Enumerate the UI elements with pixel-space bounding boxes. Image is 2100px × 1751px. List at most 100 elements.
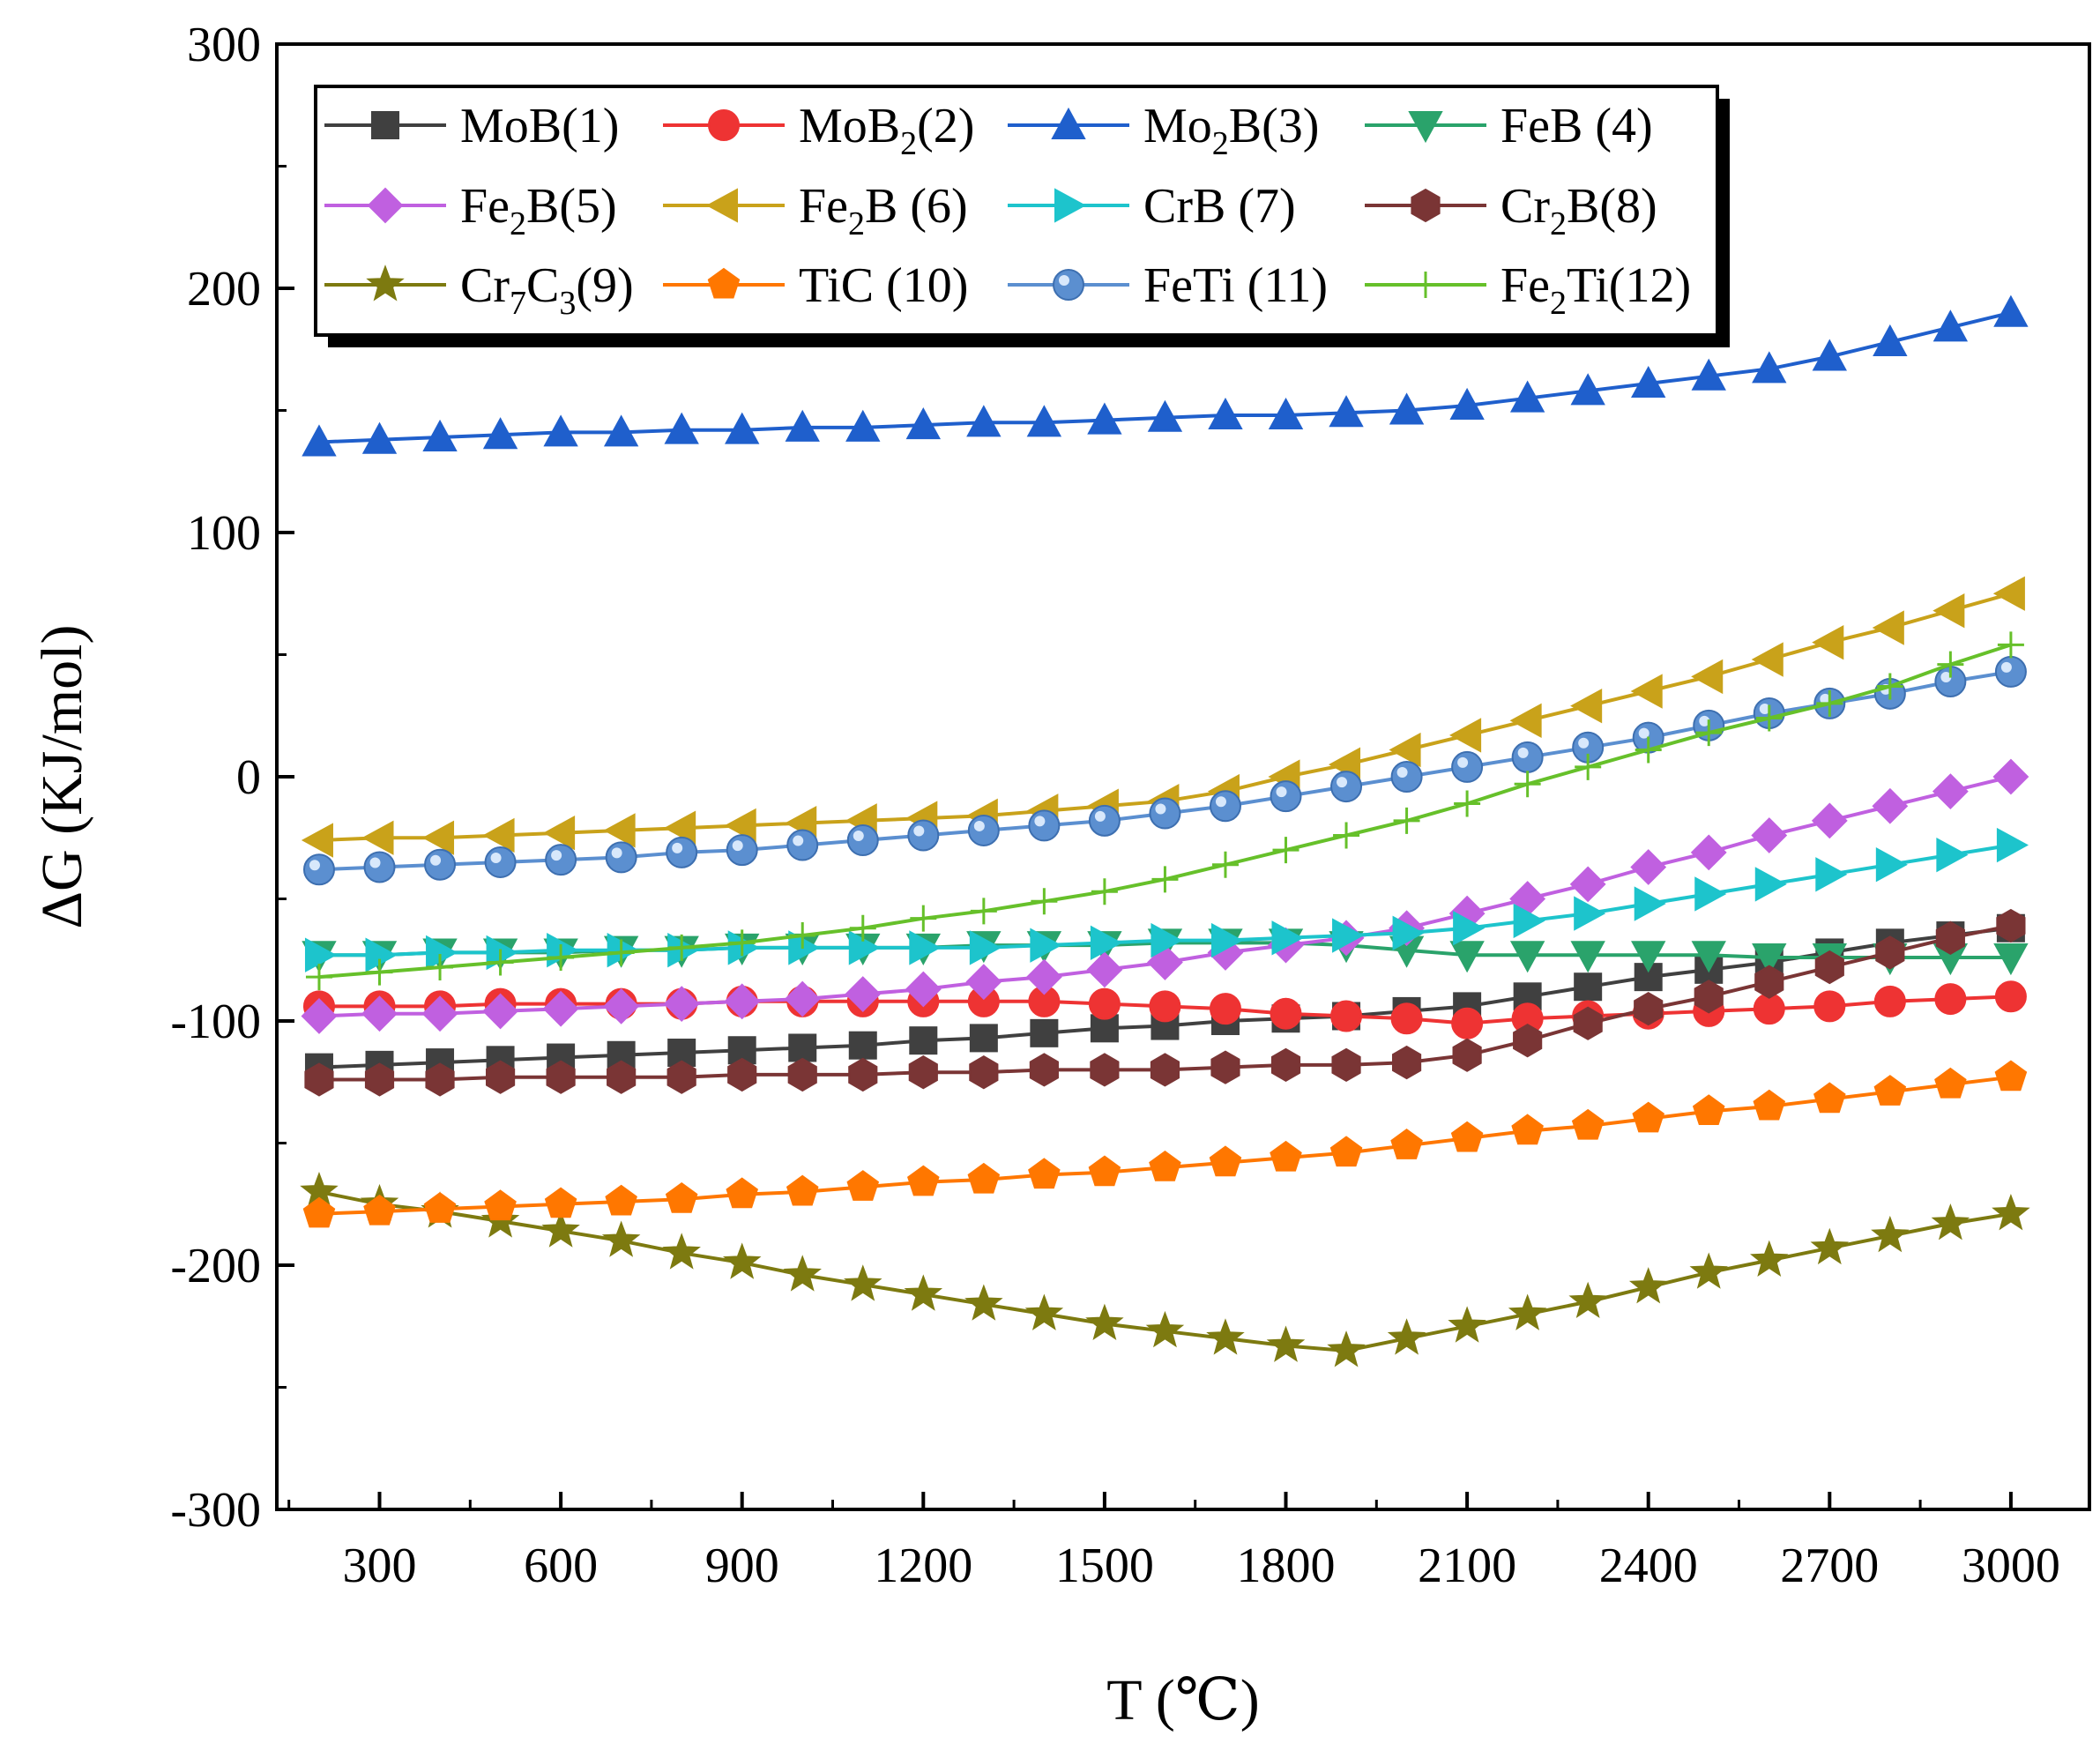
legend-marker-fe2b5 [367,187,404,224]
data-point-fe2b6 [301,823,333,858]
data-point-fe2b5 [663,986,700,1023]
data-point-feti [907,819,940,852]
data-point-feb [1752,943,1787,976]
x-tick-label: 2400 [1599,1539,1698,1593]
data-point-feti-highlight [1276,786,1287,798]
legend-label-fe2b6: Fe2B (6) [799,179,968,242]
data-point-feti [1330,771,1363,803]
data-point-mob2 [1330,1000,1363,1032]
data-point-fe2b6 [1872,610,1904,645]
data-point-fe2b6 [361,820,394,855]
y-tick-label: 0 [236,750,261,805]
data-point-crb [1574,896,1606,931]
data-point-feti-highlight [309,860,320,871]
data-point-cr2b [546,1060,576,1094]
data-point-cr7c3 [1992,1193,2030,1231]
data-point-feti [545,844,577,876]
data-point-feb [1570,941,1605,973]
data-point-cr7c3 [1327,1330,1366,1367]
data-point-cr7c3 [1085,1303,1124,1340]
data-point-fe2b6 [1751,642,1784,677]
x-tick-label: 1800 [1237,1539,1336,1593]
data-point-feti [605,841,637,874]
data-point-fe2ti [910,905,937,932]
data-point-mob2 [1934,983,1967,1016]
data-point-cr7c3 [1448,1306,1486,1343]
data-point-feti [1270,780,1302,813]
legend-entry-fe2b5: Fe2B(5) [324,179,617,242]
x-tick-label: 2100 [1418,1539,1516,1593]
data-point-fe2b6 [1570,688,1603,724]
x-tick-label: 1200 [874,1539,972,1593]
data-point-cr2b [1210,1050,1240,1084]
data-point-mo2b [1691,358,1726,391]
data-point-fe2ti [1514,771,1541,798]
data-point-fe2b6 [664,810,696,846]
data-point-cr2b [787,1057,817,1092]
y-tick-label: 200 [187,262,261,317]
data-point-crb [1332,918,1365,953]
data-point-feti-highlight [490,852,502,863]
data-point-mob [1574,972,1603,1002]
data-point-cr7c3 [1931,1203,1970,1241]
data-point-crb [969,930,1002,965]
data-point-fe2b6 [1812,624,1844,660]
data-point-feti [1451,750,1484,783]
data-point-mo2b [1812,339,1847,371]
data-point-fe2ti [487,949,514,976]
data-point-mo2b [482,417,518,450]
data-point-fe2b5 [482,993,518,1030]
data-point-fe2b6 [421,820,455,855]
data-point-fe2b5 [724,983,761,1020]
data-point-fe2b6 [1449,718,1482,753]
data-point-cr7c3 [1266,1325,1306,1362]
legend: MoB(1) MoB2(2) Mo2B(3) FeB (4) Fe2B(5) Fe2B (… [314,85,1730,347]
data-point-cr2b [848,1057,878,1092]
data-point-fe2b5 [1690,834,1727,871]
data-point-fe2b6 [1932,592,1965,629]
data-point-crb [1453,911,1486,946]
legend-marker-crb [1054,188,1087,223]
data-point-fe2b5 [1025,958,1062,995]
data-point-feti-highlight [1034,816,1046,827]
data-point-crb [1513,903,1545,939]
x-tick-label: 300 [343,1539,417,1593]
data-point-tic [907,1165,940,1196]
data-point-feb [1691,941,1726,973]
data-point-feti-highlight [1457,756,1469,768]
data-point-cr7c3 [1689,1252,1728,1289]
data-point-fe2b5 [421,995,458,1032]
legend-marker-cr7c3 [366,265,405,302]
data-point-mo2b [1932,309,1969,342]
legend-marker-cr2b [1411,188,1441,223]
data-point-mob2 [1088,987,1121,1020]
data-point-feti-highlight [973,820,985,831]
data-point-mo2b [1570,373,1605,406]
data-point-mob2 [1813,990,1846,1023]
x-tick-label: 900 [705,1539,779,1593]
data-point-cr2b [1029,1053,1059,1087]
data-point-mo2b [422,419,458,451]
data-point-cr7c3 [1024,1293,1064,1330]
data-point-fe2ti [1997,631,2024,659]
data-point-fe2ti [427,954,454,981]
legend-marker-tic [707,267,741,299]
data-point-tic [1632,1101,1665,1133]
data-point-mob2 [1451,1007,1484,1039]
data-point-fe2ti [1816,689,1843,717]
data-point-mo2b [361,421,398,454]
data-point-fe2ti [607,939,635,966]
data-point-fe2b5 [301,998,338,1034]
data-point-crb [1936,837,1969,873]
data-point-cr2b [969,1055,999,1090]
data-point-crb [1271,920,1304,956]
data-point-fe2ti [366,958,393,986]
data-point-mo2b [845,409,881,442]
data-point-cr2b [1996,908,2026,943]
data-point-fe2ti [1031,888,1058,915]
data-point-fe2ti [1937,651,1964,678]
data-point-mo2b [1026,405,1062,437]
data-point-crb [1694,876,1727,912]
data-point-feti-highlight [672,842,683,853]
data-point-mob [848,1031,877,1060]
